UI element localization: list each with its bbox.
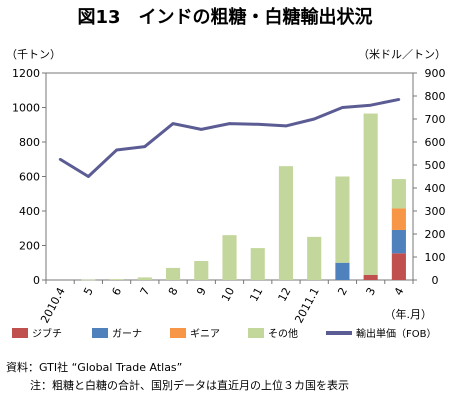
legend-swatch bbox=[248, 328, 264, 338]
y-right-tick-label: 0 bbox=[432, 274, 439, 287]
y-right-tick-label: 700 bbox=[425, 113, 446, 126]
line-point-7 bbox=[256, 122, 260, 126]
legend-swatch bbox=[170, 328, 186, 338]
bar-5 bbox=[194, 261, 209, 280]
y-right-tick-label: 200 bbox=[425, 228, 446, 241]
legend-swatch bbox=[92, 328, 108, 338]
bar-11 bbox=[363, 113, 378, 275]
bar-10 bbox=[335, 262, 350, 280]
legend: ジブチ ガーナ ギニア その他 輸出単価（FOB） bbox=[12, 327, 436, 340]
bar-1 bbox=[81, 279, 96, 281]
y-right-tick-label: 400 bbox=[425, 182, 446, 195]
bar-12 bbox=[391, 229, 406, 254]
x-tick-label: 2010.4 bbox=[38, 285, 68, 325]
y-left-tick-label: 1000 bbox=[12, 102, 40, 115]
x-tick-label: 2011.1 bbox=[292, 285, 322, 325]
x-tick-label: 7 bbox=[138, 285, 153, 297]
line-point-11 bbox=[369, 103, 372, 107]
x-tick-label: 3 bbox=[364, 285, 379, 297]
legend-label: 輸出単価（FOB） bbox=[356, 327, 436, 340]
bar-8 bbox=[278, 166, 294, 280]
y-left-tick-label: 400 bbox=[19, 205, 40, 218]
x-tick-label: 9 bbox=[194, 285, 209, 297]
y-left-tick-label: 800 bbox=[19, 136, 40, 149]
line-point-1 bbox=[87, 175, 90, 178]
footnote: 注：粗糖と白糖の合計、国別データは直近月の上位３カ国を表示 bbox=[30, 378, 349, 392]
legend-label: ジブチ bbox=[32, 327, 62, 340]
bar-7 bbox=[250, 248, 265, 280]
y-right-tick-label: 600 bbox=[425, 136, 446, 149]
bar-3 bbox=[137, 277, 152, 280]
line-point-12 bbox=[397, 98, 401, 101]
line-point-2 bbox=[115, 148, 118, 152]
legend-swatch bbox=[12, 328, 28, 338]
bar-9 bbox=[307, 236, 322, 280]
bar-10 bbox=[335, 176, 350, 263]
line-point-4 bbox=[171, 122, 175, 125]
bar-11 bbox=[363, 274, 378, 280]
bar-12 bbox=[391, 208, 406, 230]
line-point-6 bbox=[228, 122, 231, 125]
y-right-tick-label: 900 bbox=[425, 67, 446, 80]
source-note: 資料：GTI社 “Global Trade Atlas” bbox=[6, 360, 182, 374]
x-tick-label: 10 bbox=[219, 285, 237, 303]
bar-4 bbox=[165, 267, 181, 280]
y-right-tick-label: 500 bbox=[425, 159, 446, 172]
y-right-tick-label: 300 bbox=[425, 205, 446, 218]
x-axis-label: （年.月） bbox=[385, 307, 433, 321]
line-point-8 bbox=[284, 124, 288, 128]
legend-label: ガーナ bbox=[112, 328, 142, 340]
x-tick-label: 12 bbox=[276, 285, 294, 303]
y-left-tick-label: 600 bbox=[19, 171, 40, 184]
y-axis-right-label: （米ドル／トン） bbox=[358, 48, 446, 61]
y-left-tick-label: 200 bbox=[19, 240, 40, 253]
legend-label: ギニア bbox=[190, 328, 220, 340]
x-tick-label: 4 bbox=[392, 285, 407, 297]
bar-12 bbox=[391, 179, 406, 209]
x-tick-label: 8 bbox=[166, 285, 181, 297]
x-tick-label: 5 bbox=[81, 285, 96, 297]
x-tick-label: 6 bbox=[109, 285, 124, 297]
chart-title: 図13 インドの粗糖・白糖輸出状況 bbox=[77, 6, 372, 28]
y-axis-left-label: （千トン） bbox=[6, 48, 61, 61]
line-point-3 bbox=[143, 145, 147, 148]
y-left-tick-label: 0 bbox=[33, 274, 40, 287]
line-point-9 bbox=[312, 117, 316, 121]
line-point-0 bbox=[58, 157, 62, 161]
y-left-tick-label: 1200 bbox=[12, 67, 40, 80]
line-point-10 bbox=[341, 106, 344, 109]
bar-6 bbox=[222, 235, 237, 280]
line-point-5 bbox=[199, 128, 203, 131]
x-tick-label: 11 bbox=[247, 285, 265, 303]
legend-label: その他 bbox=[268, 327, 298, 340]
y-right-tick-label: 800 bbox=[425, 90, 446, 103]
plot-area: 0 200 400 600 800 1000 1200 0 100 200 300 400 500 600… bbox=[12, 67, 446, 325]
y-right-tick-label: 100 bbox=[425, 251, 446, 264]
bar-2 bbox=[109, 279, 124, 280]
x-tick-label: 2 bbox=[335, 285, 350, 297]
bar-12 bbox=[391, 253, 406, 280]
line-series-price bbox=[59, 97, 400, 178]
